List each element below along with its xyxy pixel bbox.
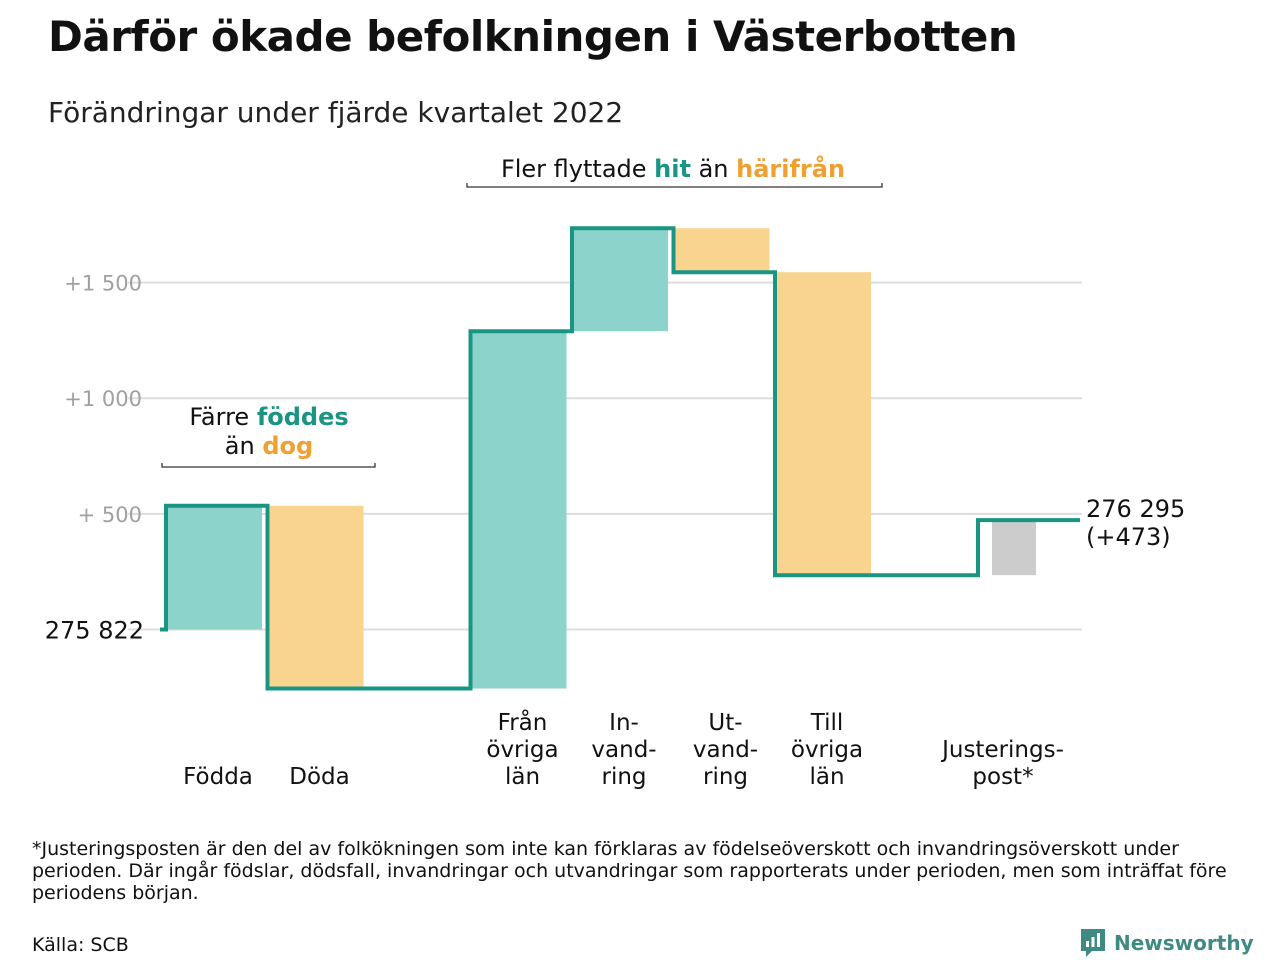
y-tick-label-1: +1 000: [64, 387, 142, 411]
bar-5: [673, 228, 770, 273]
category-label-0: Födda: [183, 764, 253, 790]
migration-annotation: Fler flyttade hit än härifrån: [501, 154, 845, 183]
end-change-label: (+473): [1086, 523, 1171, 551]
category-label-1: Döda: [289, 764, 349, 790]
births-annotation-line-2: än dog: [225, 432, 313, 460]
category-label-8: Justerings-post*: [940, 737, 1064, 790]
bar-6: [775, 272, 871, 576]
start-value-label: 275 822: [45, 617, 144, 645]
bar-0: [166, 505, 262, 630]
births-annotation-line-1: Färre föddes: [189, 403, 348, 431]
migration-bracket: [466, 183, 883, 188]
category-label-3: Från övriga län: [486, 708, 558, 790]
waterfall-chart: + 500 +1 000 +1 500 Födda Döda Från övriga län I…: [45, 154, 1186, 790]
bar-3: [470, 331, 567, 689]
bar-8: [992, 520, 1036, 576]
footnote: *Justeringsposten är den del av folkökni…: [32, 838, 1227, 904]
y-tick-label-0: + 500: [78, 503, 142, 527]
chart-title: Därför ökade befolkningen i Västerbotten: [48, 12, 1018, 61]
cumulative-line: [160, 226, 1080, 691]
bar-1: [267, 505, 364, 689]
category-label-4: In-vand-ring: [591, 710, 656, 790]
births-bracket: [161, 463, 376, 468]
chart-subtitle: Förändringar under fjärde kvartalet 2022: [48, 96, 624, 129]
newsworthy-logo-icon: [1081, 929, 1105, 957]
y-tick-label-2: +1 500: [64, 272, 142, 296]
brand-logo[interactable]: Newsworthy: [1080, 928, 1254, 958]
category-label-5: Ut-vand-ring: [693, 710, 758, 790]
bar-4: [572, 228, 668, 332]
category-label-6: Till övriga län: [791, 710, 863, 790]
brand-name: Newsworthy: [1114, 931, 1254, 955]
end-value-label: 276 295: [1086, 495, 1185, 523]
source-note: Källa: SCB: [32, 934, 129, 956]
